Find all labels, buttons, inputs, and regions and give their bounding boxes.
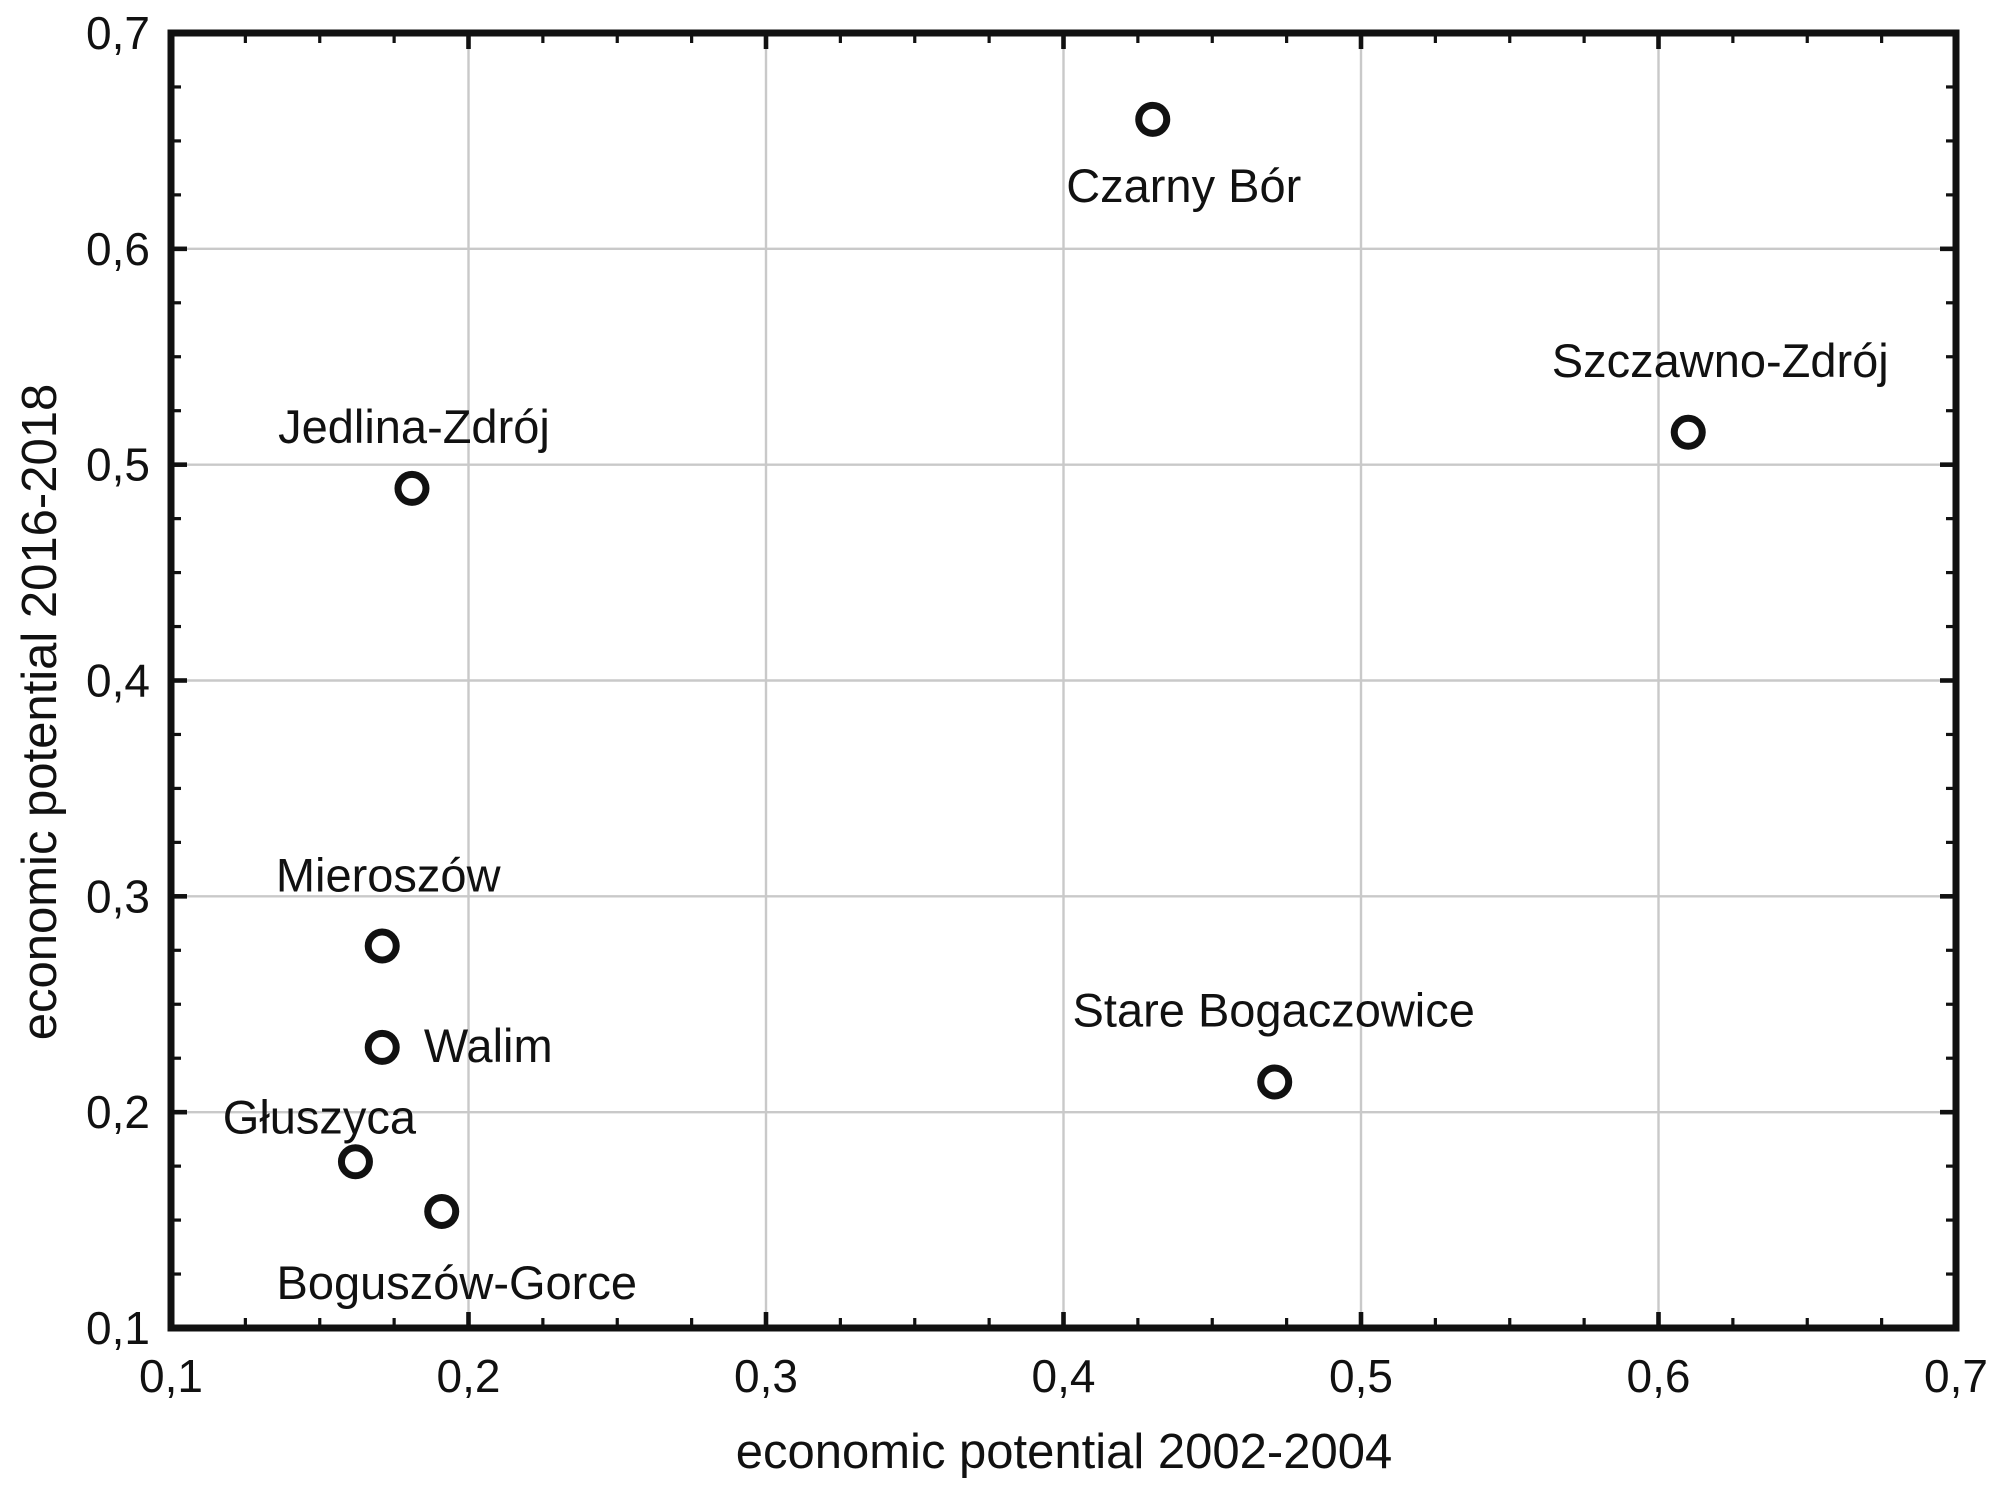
tick-labels-layer: 0,1 0,2 0,3 0,4 0,5 0,6 0,7 0,1 0,2 0,3 0,4 0,5 0,6 0… — [86, 7, 1988, 1402]
plot-border — [167, 29, 1960, 1332]
data-point: Czarny Bór — [1066, 101, 1301, 212]
data-point: Walim — [364, 1019, 553, 1072]
data-point-label: Stare Bogaczowice — [1073, 983, 1475, 1036]
data-point-marker — [394, 470, 430, 506]
data-point-marker — [364, 928, 400, 964]
x-tick-label: 0,1 — [139, 1350, 203, 1402]
data-point-marker — [1670, 414, 1706, 450]
y-axis-title: economic potential 2016-2018 — [13, 384, 67, 1041]
y-tick-label: 0,6 — [86, 223, 150, 275]
data-point-label: Mieroszów — [276, 848, 502, 901]
y-tick-label: 0,1 — [86, 1302, 150, 1354]
data-point-label: Szczawno-Zdrój — [1552, 334, 1889, 387]
x-tick-label: 0,4 — [1032, 1350, 1096, 1402]
data-point-label: Boguszów-Gorce — [276, 1256, 637, 1309]
x-tick-label: 0,3 — [734, 1350, 798, 1402]
data-point-marker — [337, 1144, 373, 1180]
data-point: Mieroszów — [276, 848, 502, 964]
x-axis-title: economic potential 2002-2004 — [736, 1425, 1393, 1479]
x-tick-label: 0,5 — [1329, 1350, 1393, 1402]
data-point-marker — [364, 1029, 400, 1065]
data-point-label: Jedlina-Zdrój — [278, 400, 550, 453]
data-point: Jedlina-Zdrój — [278, 400, 550, 506]
gridlines-layer — [171, 33, 1956, 1328]
y-tick-label: 0,2 — [86, 1086, 150, 1138]
data-points-layer: Czarny Bór Szczawno-Zdrój Jedlina-Zdrój Mie… — [223, 101, 1889, 1309]
y-tick-label: 0,7 — [86, 7, 150, 59]
x-tick-label: 0,7 — [1924, 1350, 1988, 1402]
data-point: Głuszyca — [223, 1090, 417, 1180]
y-tick-label: 0,3 — [86, 870, 150, 922]
data-point-marker — [1257, 1064, 1293, 1100]
data-point: Boguszów-Gorce — [276, 1193, 637, 1309]
data-point-label: Głuszyca — [223, 1090, 417, 1143]
plot-border-layer — [167, 29, 1960, 1332]
data-point: Stare Bogaczowice — [1073, 983, 1475, 1100]
x-tick-label: 0,2 — [437, 1350, 501, 1402]
data-point-marker — [1135, 101, 1171, 137]
data-point-marker — [424, 1193, 460, 1229]
x-tick-label: 0,6 — [1627, 1350, 1691, 1402]
y-tick-label: 0,4 — [86, 655, 150, 707]
data-point-label: Czarny Bór — [1066, 159, 1301, 212]
data-point: Szczawno-Zdrój — [1552, 334, 1889, 450]
data-point-label: Walim — [424, 1019, 553, 1072]
y-tick-label: 0,5 — [86, 439, 150, 491]
